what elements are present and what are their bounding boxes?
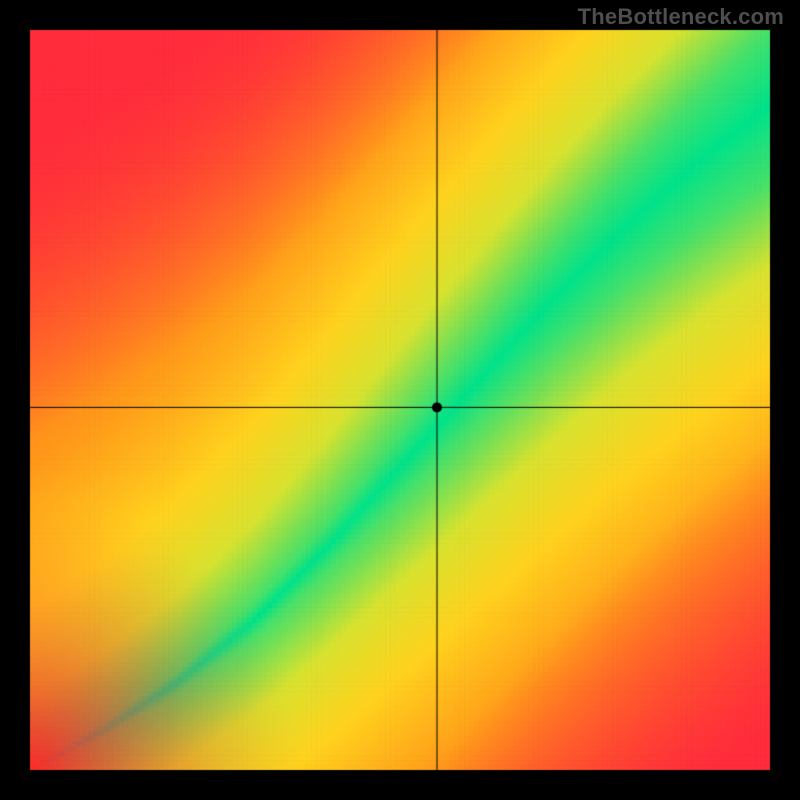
bottleneck-heatmap: [0, 0, 800, 800]
chart-container: { "watermark": { "text": "TheBottleneck.…: [0, 0, 800, 800]
watermark-text: TheBottleneck.com: [578, 4, 784, 30]
